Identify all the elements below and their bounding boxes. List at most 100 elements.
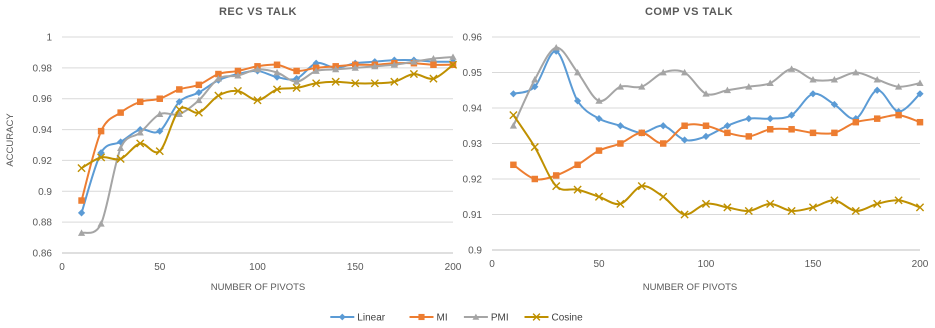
data-point bbox=[701, 199, 711, 208]
data-point bbox=[273, 68, 281, 76]
data-point bbox=[831, 129, 838, 137]
data-point bbox=[370, 79, 379, 88]
chart-title: REC VS TALK bbox=[219, 6, 297, 18]
data-point bbox=[78, 197, 85, 204]
data-point bbox=[916, 118, 924, 126]
data-point bbox=[253, 96, 262, 105]
data-point bbox=[595, 147, 603, 154]
y-tick-label: 0.86 bbox=[33, 249, 53, 260]
series-line bbox=[81, 63, 454, 170]
chart-rec-vs-talk: REC VS TALK ACCURACY NUMBER OF PIVOTS 0.… bbox=[5, 6, 462, 293]
data-point bbox=[77, 229, 86, 236]
x-tick-label: 150 bbox=[347, 262, 364, 273]
data-point bbox=[448, 60, 458, 69]
y-tick-label: 0.9 bbox=[468, 246, 482, 257]
data-point bbox=[175, 98, 183, 106]
data-point bbox=[116, 154, 125, 163]
data-point bbox=[745, 133, 753, 140]
data-point bbox=[852, 118, 860, 126]
y-tick-label: 0.88 bbox=[33, 218, 53, 229]
data-point bbox=[809, 129, 817, 137]
y-tick-label: 0.9 bbox=[38, 187, 52, 198]
data-point bbox=[766, 126, 774, 133]
data-point bbox=[97, 127, 105, 135]
data-point bbox=[234, 67, 242, 75]
data-point bbox=[616, 83, 624, 90]
data-point bbox=[429, 74, 438, 83]
y-tick-label: 0.92 bbox=[463, 175, 483, 186]
y-tick-label: 1 bbox=[46, 33, 52, 44]
data-point bbox=[136, 129, 144, 136]
series-cosine bbox=[77, 60, 458, 173]
data-point bbox=[371, 62, 379, 70]
data-point bbox=[873, 86, 881, 94]
data-point bbox=[97, 220, 105, 227]
legend-label: PMI bbox=[491, 313, 509, 324]
chart-title: COMP VS TALK bbox=[645, 6, 733, 18]
legend-marker bbox=[418, 313, 425, 321]
data-point bbox=[744, 206, 753, 216]
y-tick-label: 0.93 bbox=[463, 139, 483, 150]
series-line bbox=[512, 46, 921, 127]
y-tick-label: 0.91 bbox=[463, 210, 483, 221]
data-point bbox=[97, 149, 105, 157]
legend-label: Linear bbox=[357, 313, 385, 324]
data-point bbox=[449, 53, 457, 60]
series-line bbox=[80, 58, 454, 214]
data-point bbox=[702, 122, 710, 129]
data-point bbox=[194, 108, 203, 117]
data-point bbox=[155, 147, 164, 156]
y-tick-label: 0.94 bbox=[463, 104, 483, 115]
series-line bbox=[512, 114, 921, 216]
data-point bbox=[617, 140, 624, 147]
series-pmi bbox=[77, 53, 457, 236]
data-point bbox=[509, 111, 518, 120]
data-point bbox=[915, 203, 925, 212]
data-point bbox=[253, 65, 262, 73]
data-point bbox=[895, 83, 903, 90]
data-point bbox=[77, 164, 86, 173]
data-point bbox=[788, 111, 796, 119]
data-point bbox=[531, 175, 539, 183]
data-point bbox=[331, 77, 340, 86]
data-point bbox=[809, 76, 817, 83]
legend-label: Cosine bbox=[552, 313, 584, 324]
data-point bbox=[175, 105, 184, 114]
data-point bbox=[638, 83, 646, 90]
data-point bbox=[552, 47, 560, 55]
data-point bbox=[97, 153, 106, 162]
data-point bbox=[293, 67, 300, 75]
data-point bbox=[788, 126, 795, 133]
x-tick-label: 150 bbox=[805, 259, 822, 270]
legend-item-cosine: Cosine bbox=[524, 313, 584, 324]
data-point bbox=[117, 109, 124, 116]
data-point bbox=[830, 76, 838, 83]
data-point bbox=[809, 90, 817, 98]
data-point bbox=[117, 144, 125, 151]
data-point bbox=[176, 86, 183, 93]
data-point bbox=[272, 85, 282, 94]
data-point bbox=[638, 129, 646, 137]
data-point bbox=[916, 79, 924, 87]
data-point bbox=[430, 61, 437, 69]
x-tick-label: 50 bbox=[154, 262, 166, 273]
legend-item-mi: MI bbox=[409, 313, 448, 324]
legend-marker bbox=[472, 313, 480, 320]
y-tick-label: 0.98 bbox=[33, 63, 53, 74]
data-point bbox=[509, 90, 517, 98]
data-point bbox=[214, 75, 222, 82]
data-point bbox=[745, 83, 753, 90]
x-tick-label: 0 bbox=[59, 262, 65, 273]
data-point bbox=[574, 161, 581, 169]
data-point bbox=[332, 65, 340, 73]
data-point bbox=[637, 182, 646, 191]
data-point bbox=[787, 206, 796, 216]
data-point bbox=[136, 139, 145, 148]
data-point bbox=[390, 77, 399, 86]
data-point bbox=[766, 115, 774, 123]
data-point bbox=[594, 192, 604, 201]
data-point bbox=[852, 68, 860, 76]
data-point bbox=[766, 199, 775, 208]
data-point bbox=[659, 192, 668, 201]
